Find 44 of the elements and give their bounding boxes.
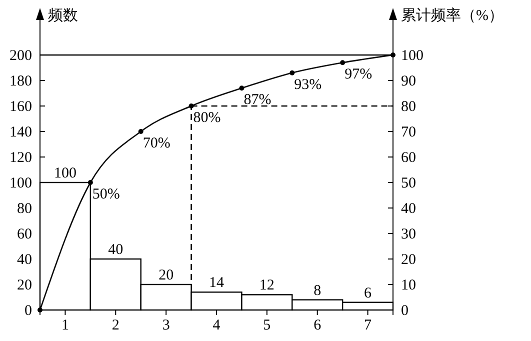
y2-tick-label: 60 — [401, 150, 416, 166]
y2-tick-label: 100 — [401, 48, 424, 64]
y-tick-label: 140 — [10, 124, 32, 140]
y2-tick-label: 70 — [401, 124, 416, 140]
data-label: 8 — [314, 282, 322, 299]
y-tick-label: 120 — [10, 150, 32, 166]
x-tick-label: 4 — [212, 318, 221, 334]
y-tick-label: 60 — [17, 226, 32, 242]
x-tick-label: 7 — [364, 318, 372, 334]
data-label: 6 — [364, 285, 372, 302]
y-tick-label: 180 — [10, 73, 32, 90]
data-label: 70% — [142, 136, 170, 152]
data-label: 50% — [92, 186, 120, 202]
data-label: 20 — [158, 268, 174, 284]
y2-tick-label: 20 — [401, 252, 416, 268]
data-label: 40 — [108, 242, 124, 258]
data-label: 12 — [259, 278, 274, 294]
data-label: 100 — [54, 166, 76, 182]
y2-tick-label: 10 — [401, 277, 416, 294]
y-tick-label: 200 — [10, 48, 32, 64]
y2-tick-label: 50 — [401, 175, 416, 192]
y2-tick-label: 40 — [401, 200, 416, 217]
x-tick-label: 3 — [162, 318, 170, 334]
y-tick-label: 0 — [24, 302, 32, 319]
y2-tick-label: 80 — [401, 98, 416, 115]
x-tick-label: 6 — [314, 318, 322, 334]
data-label: 93% — [294, 76, 322, 93]
y-axis-title: 频数 — [48, 7, 78, 24]
y-tick-label: 100 — [10, 175, 32, 192]
y2-tick-label: 30 — [401, 226, 416, 242]
data-label: 97% — [344, 66, 372, 83]
y-tick-label: 80 — [17, 200, 32, 217]
y-tick-label: 40 — [17, 252, 32, 268]
y2-axis-title: 累计频率（%） — [401, 7, 504, 24]
y2-tick-label: 0 — [401, 302, 408, 319]
y-tick-label: 20 — [17, 277, 32, 294]
data-label: 80% — [193, 110, 221, 126]
data-label: 87% — [244, 92, 272, 108]
data-label: 14 — [209, 275, 224, 292]
x-tick-label: 5 — [263, 318, 271, 334]
x-tick-label: 1 — [61, 318, 69, 334]
y-tick-label: 160 — [10, 98, 32, 115]
x-tick-label: 2 — [112, 318, 120, 334]
y2-tick-label: 90 — [401, 73, 416, 90]
